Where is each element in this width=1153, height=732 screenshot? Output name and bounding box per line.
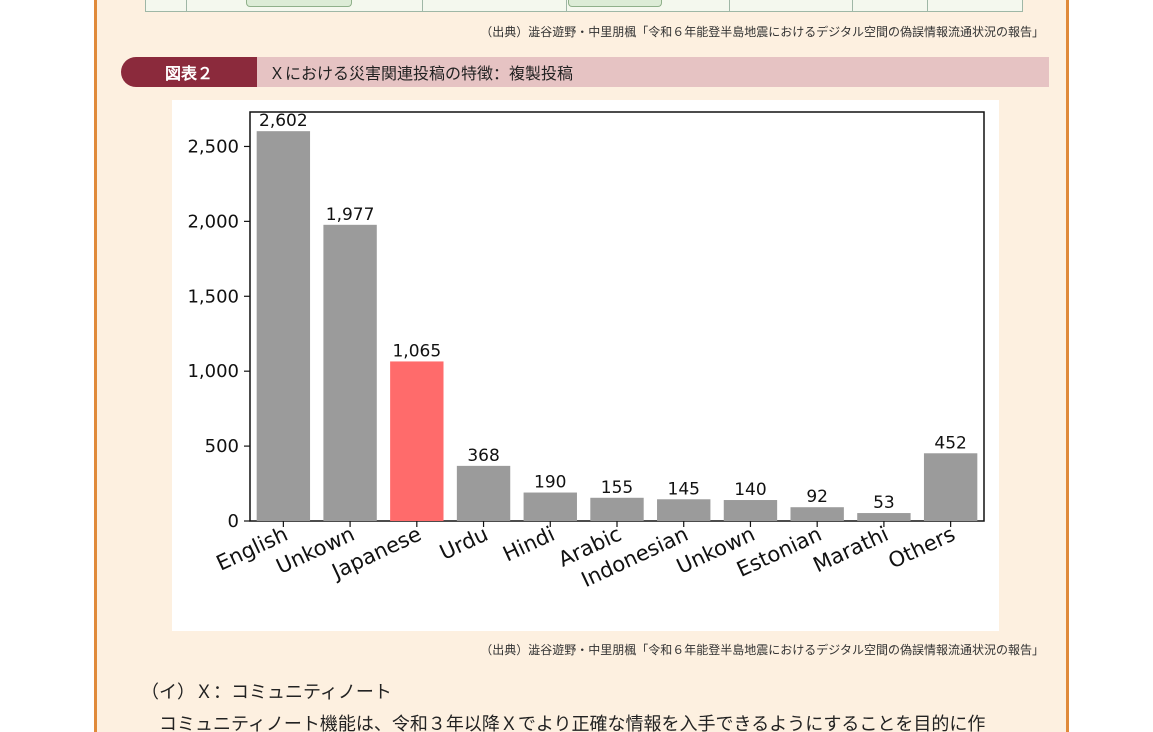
y-tick-label: 2,000 [187,211,239,232]
y-tick-label: 1,500 [187,286,239,307]
source-note-bottom: （出典）澁谷遊野・中里朋楓「令和６年能登半島地震におけるデジタル空間の偽誤情報流… [480,643,1044,657]
figure-badge: 図表２ [121,57,257,87]
bar-value-label: 452 [934,433,966,453]
bar-value-label: 1,977 [326,205,375,225]
bar [323,224,377,522]
bar-value-label: 2,602 [259,111,308,131]
bar-chart: 05001,0001,5002,0002,5002,602English1,97… [187,111,985,592]
bar-value-label: 1,065 [392,341,441,361]
bar [923,453,978,521]
source-note-top: （出典）澁谷遊野・中里朋楓「令和６年能登半島地震におけるデジタル空間の偽誤情報流… [480,25,1044,39]
bar [790,507,844,521]
x-tick-label: Others [885,522,959,574]
bar-value-label: 145 [668,479,700,499]
table-fragment [145,0,1023,12]
bar-value-label: 190 [534,473,566,493]
bar [657,499,711,521]
bar [723,500,778,521]
figure-title: Ｘにおける災害関連投稿の特徴：複製投稿 [257,57,1049,87]
chart-container: 0 500 1,000 1,500 2,000 2,500 2,602 English 1,97… [172,100,999,631]
bar-value-label: 53 [873,493,895,513]
x-tick-label: Urdu [436,522,492,565]
bar [857,513,911,521]
bar [523,492,577,521]
section-heading: （イ）Ｘ：コミュニティノート [141,682,392,703]
figure-header: 図表２ Ｘにおける災害関連投稿の特徴：複製投稿 [121,57,1049,87]
y-tick-label: 0 [228,511,239,532]
x-tick-label: Marathi [809,522,892,578]
bar [390,361,444,521]
y-tick-label: 1,000 [187,361,239,382]
y-tick-label: 2,500 [187,136,239,157]
y-tick-label: 500 [205,436,239,457]
bar [590,497,644,521]
content-panel: （出典）澁谷遊野・中里朋楓「令和６年能登半島地震におけるデジタル空間の偽誤情報流… [94,0,1069,732]
bar-value-label: 92 [806,487,828,507]
bar-value-label: 140 [734,480,766,500]
x-tick-label: Hindi [499,522,558,567]
bar-value-label: 155 [601,478,633,498]
section-paragraph: コミュニティノート機能は、令和３年以降Ｘでより正確な情報を入手できるようにするこ… [159,714,986,732]
bar-value-label: 368 [467,446,499,466]
bar [456,465,511,521]
bar [256,131,311,521]
